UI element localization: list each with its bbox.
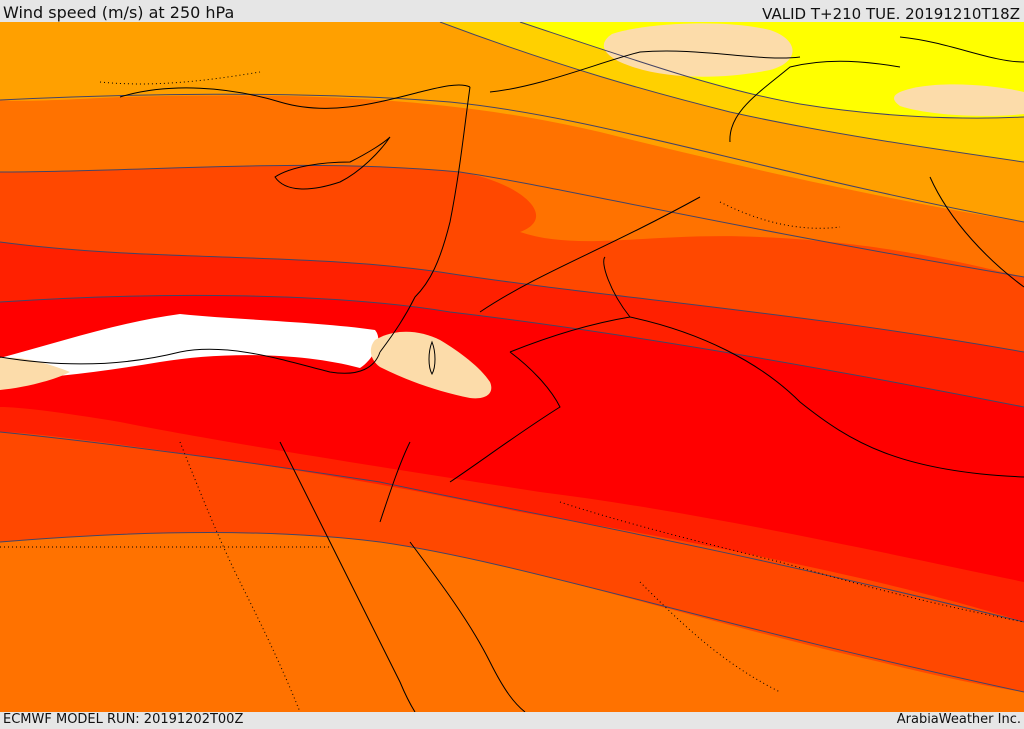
coastlines [0, 36, 1024, 712]
boundary-line [719, 201, 841, 229]
contour-line [0, 241, 1024, 353]
contour-line [0, 431, 1024, 623]
local-max-north [603, 23, 793, 77]
contour-line [0, 164, 1024, 278]
border-saudi-north [449, 351, 561, 483]
coastline-turkey-south [119, 84, 471, 109]
coastline-sinai-gulf [379, 441, 411, 523]
coastline-egypt-north [0, 348, 381, 374]
border-turkey-iran [729, 60, 901, 143]
coastline-red-sea-east [409, 541, 526, 712]
contour-line [0, 294, 1024, 408]
border-jordan [509, 256, 631, 353]
speed-contours [0, 22, 1024, 693]
local-max-levant [370, 331, 492, 399]
coastline-dead-sea [428, 340, 436, 376]
coastline-turkey-north [489, 50, 801, 93]
contour-line [0, 93, 1024, 223]
boundary-line [179, 441, 301, 712]
wind-speed-map [0, 22, 1024, 712]
model-run-label: ECMWF MODEL RUN: 20191202T00Z [3, 712, 244, 727]
coastline-caspian [899, 36, 1024, 63]
border-iran-iraq [929, 176, 1024, 288]
border-syria-iraq [479, 196, 701, 313]
contour-line [0, 532, 1024, 693]
border-iraq-saudi [629, 316, 1024, 478]
contour-line [519, 22, 1024, 119]
local-max-libya [0, 357, 70, 390]
coastline-cyprus [274, 136, 391, 190]
band-mid-south [0, 532, 1024, 712]
internal-boundaries [0, 71, 1024, 712]
credit-label: ArabiaWeather Inc. [896, 712, 1021, 727]
map-title: Wind speed (m/s) at 250 hPa [3, 3, 235, 22]
boundary-line [99, 71, 261, 85]
coastline-red-sea-west [279, 441, 416, 712]
contour-line [439, 22, 1024, 163]
local-max-northeast [894, 84, 1024, 116]
boundary-line [559, 501, 1024, 623]
coastline-levant [379, 86, 471, 353]
valid-time-label: VALID T+210 TUE. 20191210T18Z [762, 5, 1020, 23]
political-borders [449, 60, 1024, 483]
boundary-line [639, 581, 781, 693]
